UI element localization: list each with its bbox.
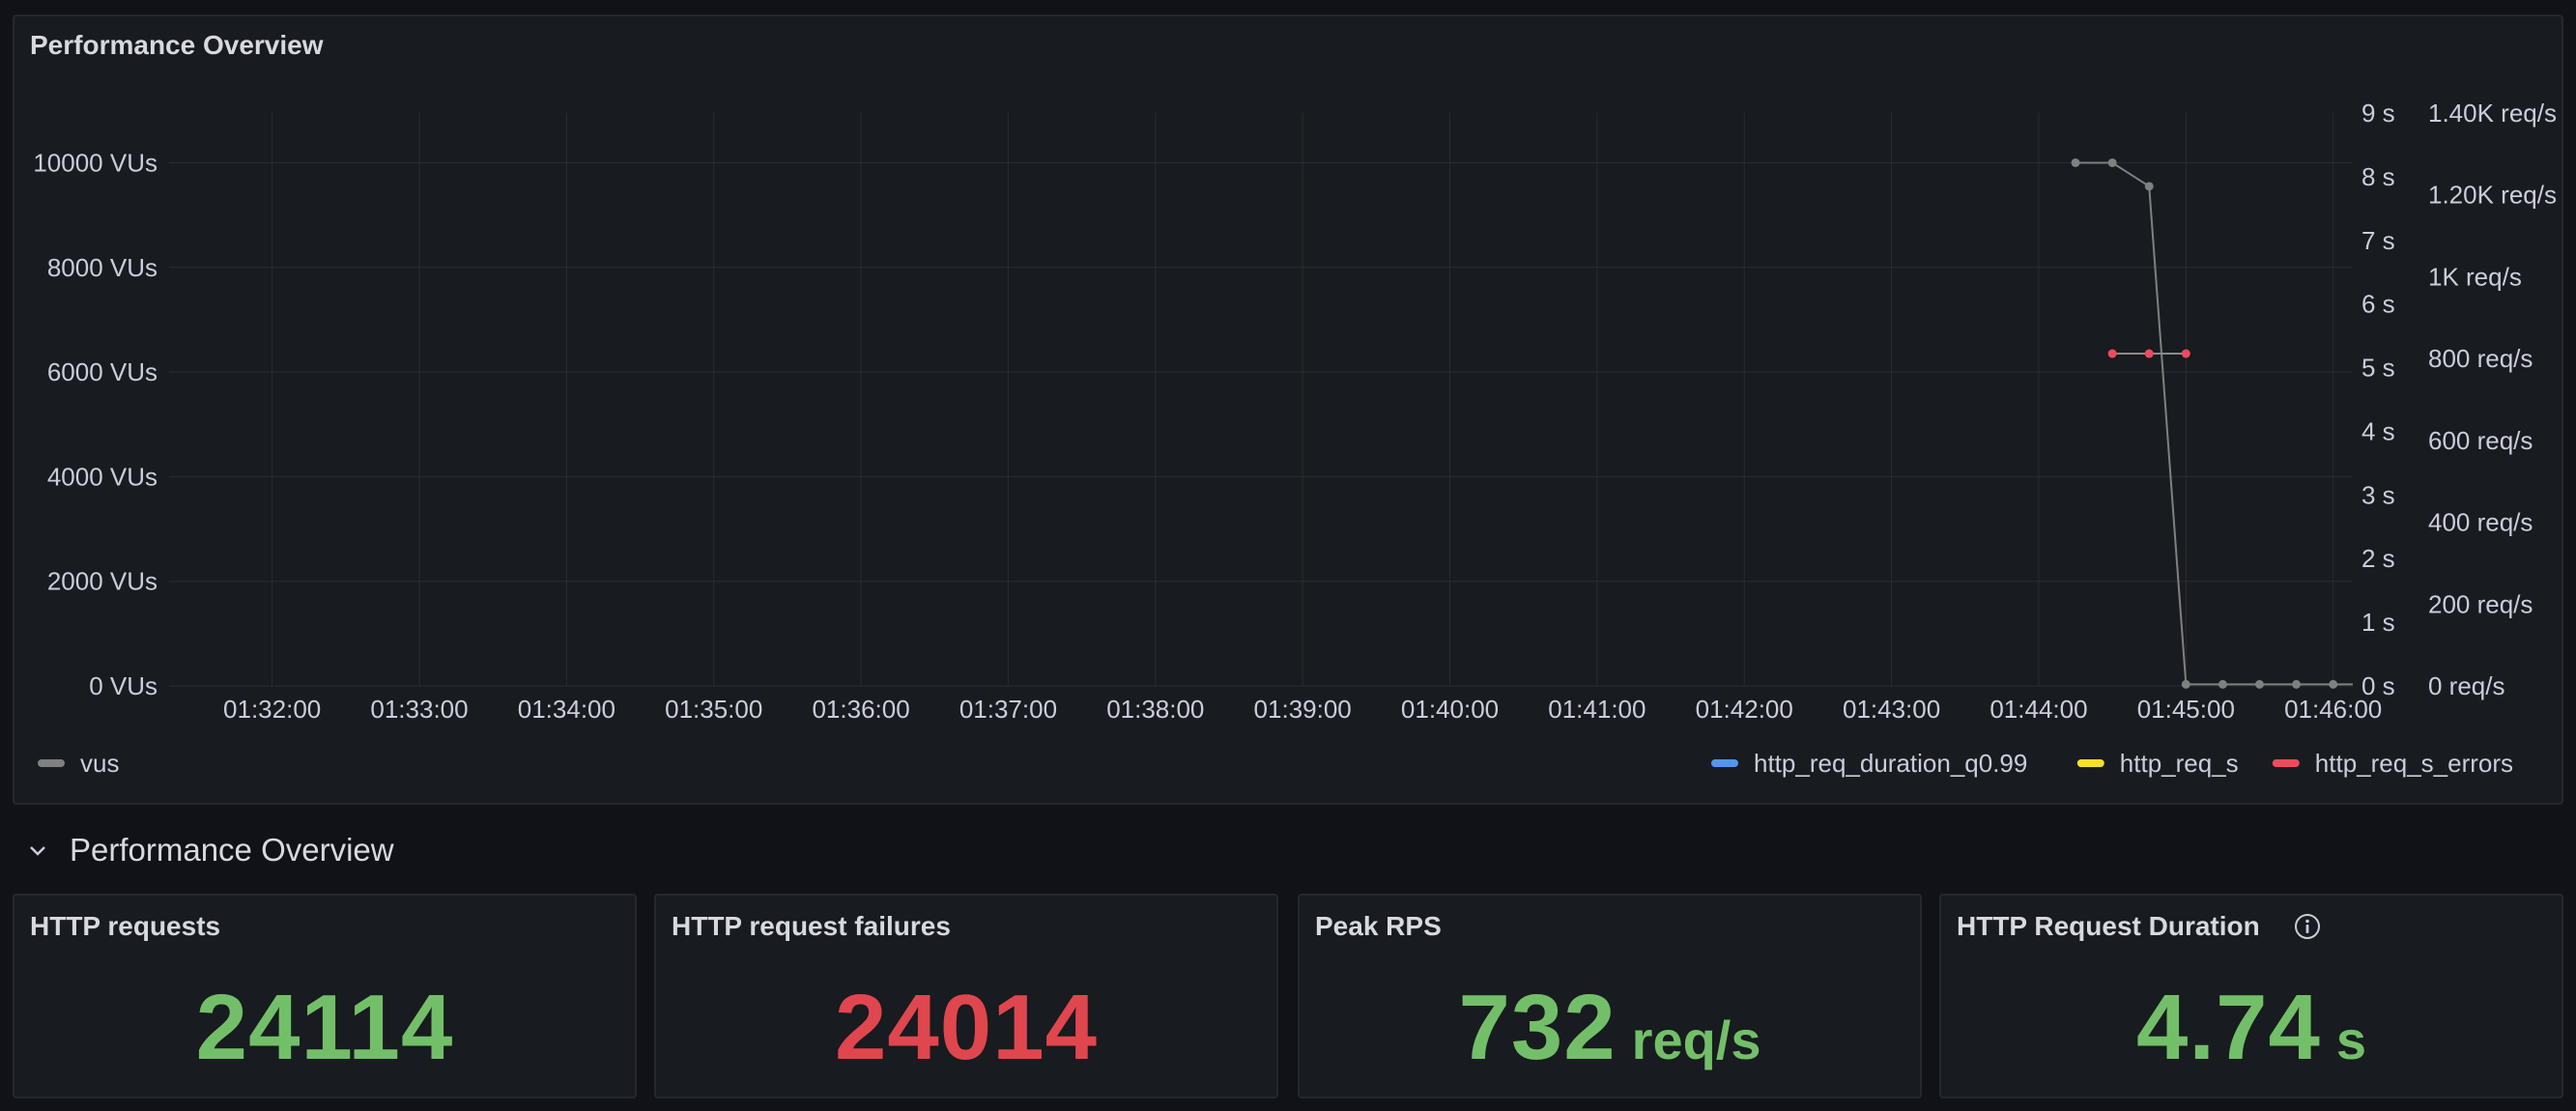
- stat-value: 4.74 s: [1941, 975, 2562, 1081]
- y-right-seconds-tick-label: 5 s: [2361, 354, 2395, 383]
- x-tick-label: 01:37:00: [959, 695, 1057, 724]
- timeseries-panel[interactable]: Performance Overview 0 VUs 2000 VUs 4000 V…: [13, 14, 2563, 805]
- y-right-rps-tick-label: 200 req/s: [2428, 589, 2533, 618]
- data-point-http_req_s_errors: [2144, 349, 2154, 358]
- data-point-vus: [2071, 157, 2080, 167]
- x-tick-label: 01:38:00: [1106, 695, 1204, 724]
- chevron-down-icon[interactable]: [27, 837, 48, 864]
- y-left-tick-label: 2000 VUs: [47, 567, 157, 596]
- data-point-vus: [2181, 679, 2190, 689]
- y-left-tick-label: 4000 VUs: [47, 462, 157, 491]
- legend-item-http_req_s_errors[interactable]: http_req_s_errors: [2315, 749, 2513, 778]
- stat-number: 732: [1458, 976, 1617, 1079]
- stat-number: 24014: [835, 976, 1098, 1079]
- y-left-tick-label: 0 VUs: [89, 671, 157, 700]
- stat-title: HTTP request failures: [672, 911, 951, 941]
- y-right-rps-tick-label: 0 req/s: [2428, 671, 2505, 700]
- stat-unit: s: [2335, 1010, 2366, 1070]
- x-tick-label: 01:41:00: [1548, 695, 1646, 724]
- x-tick-label: 01:34:00: [518, 695, 615, 724]
- x-tick-label: 01:40:00: [1401, 695, 1499, 724]
- data-point-vus: [2144, 182, 2154, 191]
- stat-title: Peak RPS: [1315, 911, 1442, 941]
- x-tick-label: 01:33:00: [370, 695, 468, 724]
- x-tick-label: 01:42:00: [1696, 695, 1793, 724]
- y-right-seconds-tick-label: 9 s: [2361, 99, 2395, 128]
- y-right-rps-tick-label: 1K req/s: [2428, 262, 2522, 291]
- stat-panel-http-requests[interactable]: HTTP requests 24114: [13, 894, 637, 1098]
- y-right-seconds-tick-label: 7 s: [2361, 226, 2395, 255]
- x-tick-label: 01:43:00: [1843, 695, 1940, 724]
- y-left-tick-label: 8000 VUs: [47, 253, 157, 282]
- x-tick-label: 01:32:00: [223, 695, 321, 724]
- y-right-rps-tick-label: 800 req/s: [2428, 344, 2533, 373]
- x-tick-label: 01:36:00: [812, 695, 909, 724]
- stat-number: 24114: [195, 976, 454, 1079]
- data-point-http_req_s_errors: [2181, 349, 2190, 358]
- legend-swatch-vus[interactable]: [38, 759, 65, 767]
- y-right-seconds-tick-label: 2 s: [2361, 544, 2395, 573]
- x-tick-label: 01:39:00: [1254, 695, 1352, 724]
- legend-item-vus[interactable]: vus: [80, 749, 119, 778]
- stat-panel-http-request-failures[interactable]: HTTP request failures 24014: [654, 894, 1278, 1098]
- y-right-seconds-tick-label: 0 s: [2361, 671, 2395, 700]
- stat-number: 4.74: [2136, 976, 2321, 1079]
- y-right-rps-tick-label: 400 req/s: [2428, 508, 2533, 537]
- legend-swatch-http_req_s_errors[interactable]: [2272, 759, 2300, 767]
- x-tick-label: 01:45:00: [2137, 695, 2235, 724]
- x-tick-label: 01:35:00: [665, 695, 762, 724]
- data-point-vus: [2218, 679, 2227, 689]
- y-left-tick-label: 10000 VUs: [33, 148, 157, 177]
- data-point-http_req_s_errors: [2107, 349, 2117, 358]
- data-point-vus: [2255, 679, 2265, 689]
- performance-chart[interactable]: 0 VUs 2000 VUs 4000 VUs 6000 VUs 8000 VUs 100…: [14, 16, 2565, 807]
- row-title: Performance Overview: [70, 832, 394, 868]
- series-line-vus: [2075, 161, 2353, 686]
- stat-panel-peak-rps[interactable]: Peak RPS 732 req/s: [1298, 894, 1922, 1098]
- y-left-tick-label: 6000 VUs: [47, 357, 157, 386]
- stat-title: HTTP requests: [30, 911, 221, 941]
- x-tick-label: 01:46:00: [2284, 695, 2382, 724]
- legend-item-http_req_duration_q0.99[interactable]: http_req_duration_q0.99: [1754, 749, 2027, 778]
- x-tick-label: 01:44:00: [1989, 695, 2087, 724]
- row-header-performance-overview[interactable]: Performance Overview: [27, 829, 394, 871]
- legend-swatch-http_req_s[interactable]: [2076, 759, 2104, 767]
- stat-unit: req/s: [1631, 1010, 1761, 1070]
- y-right-seconds-tick-label: 6 s: [2361, 290, 2395, 319]
- y-right-seconds-tick-label: 4 s: [2361, 416, 2395, 445]
- y-right-rps-tick-label: 1.40K req/s: [2428, 99, 2557, 128]
- y-right-seconds-tick-label: 8 s: [2361, 162, 2395, 191]
- data-point-vus: [2329, 679, 2338, 689]
- stat-value: 24114: [14, 975, 635, 1081]
- y-right-rps-tick-label: 600 req/s: [2428, 426, 2533, 455]
- stat-value: 732 req/s: [1300, 975, 1920, 1081]
- legend-item-http_req_s[interactable]: http_req_s: [2120, 749, 2239, 778]
- info-icon[interactable]: [2293, 912, 2322, 941]
- y-right-rps-tick-label: 1.20K req/s: [2428, 181, 2557, 210]
- stat-panel-http-request-duration[interactable]: HTTP Request Duration 4.74 s: [1939, 894, 2563, 1098]
- stat-title: HTTP Request Duration: [1957, 911, 2260, 941]
- data-point-vus: [2292, 679, 2302, 689]
- panel-title[interactable]: Performance Overview: [30, 30, 324, 60]
- stat-value: 24014: [656, 975, 1276, 1081]
- y-right-seconds-tick-label: 1 s: [2361, 608, 2395, 637]
- legend-swatch-http_req_duration_q0.99[interactable]: [1711, 759, 1738, 767]
- data-point-vus: [2107, 157, 2117, 167]
- y-right-seconds-tick-label: 3 s: [2361, 480, 2395, 509]
